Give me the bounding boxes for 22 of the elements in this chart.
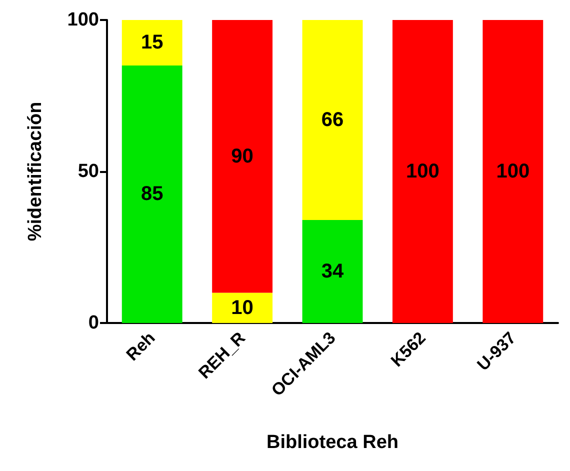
- y-axis-title: %identificación: [25, 102, 46, 242]
- bar: [302, 20, 363, 220]
- bar: [482, 20, 544, 323]
- bar: [212, 20, 273, 293]
- bar: [212, 292, 273, 323]
- bar: [122, 65, 182, 323]
- data-label: 15: [140, 32, 164, 54]
- y-tick-label: 0: [88, 312, 99, 334]
- data-label: 66: [321, 108, 344, 131]
- y-tick-label: 100: [67, 10, 99, 30]
- bar: [302, 220, 363, 323]
- data-label: 100: [406, 160, 440, 182]
- x-axis-title: Biblioteca Reh: [266, 432, 398, 453]
- data-label: 100: [496, 160, 530, 182]
- y-tick-label: 50: [78, 161, 99, 182]
- data-label: 90: [231, 145, 254, 168]
- data-label: 10: [231, 296, 254, 319]
- bar: [392, 20, 453, 323]
- data-label: 85: [140, 183, 164, 206]
- bar: [122, 20, 182, 66]
- x-tick-label: Reh: [122, 328, 159, 364]
- data-label: 34: [321, 260, 344, 282]
